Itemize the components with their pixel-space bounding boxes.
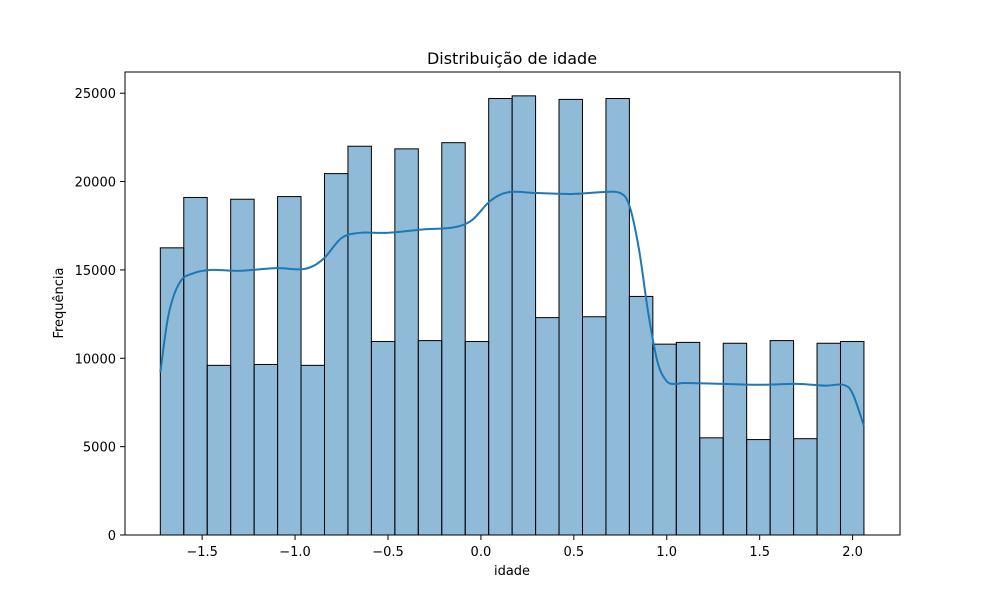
x-tick-label: 2.0: [842, 545, 863, 560]
y-tick-label: 5000: [83, 441, 116, 456]
histogram-bar: [394, 148, 419, 536]
histogram-bar: [839, 340, 865, 536]
x-axis-ticks: −1.5 −1.0 −0.5 0.0 0.5 1.0 1.5 2.0: [186, 535, 863, 560]
histogram-bar: [277, 196, 302, 536]
histogram-bar: [347, 145, 372, 536]
histogram-bar: [746, 439, 771, 536]
histogram-bar: [253, 363, 279, 536]
bars-group: [159, 95, 865, 536]
histogram-bar: [159, 247, 185, 536]
histogram-bar: [511, 95, 537, 536]
histogram-bar: [722, 342, 748, 536]
histogram-bar: [558, 98, 583, 536]
histogram-bar: [769, 340, 795, 536]
histogram-bar: [417, 340, 443, 536]
chart-title: Distribuição de idade: [427, 49, 597, 68]
histogram-bar: [183, 196, 208, 536]
x-tick-label: 0.5: [563, 545, 584, 560]
y-axis-label: Frequência: [52, 267, 67, 338]
histogram-bar: [370, 340, 396, 536]
y-tick-label: 20000: [75, 176, 116, 191]
histogram-bar: [441, 142, 466, 536]
histogram-bar: [699, 437, 724, 536]
y-tick-label: 25000: [75, 87, 116, 102]
histogram-bar: [535, 317, 560, 536]
x-axis-label: idade: [494, 564, 530, 579]
x-tick-label: −1.0: [279, 545, 311, 560]
plot-frame: [124, 71, 901, 536]
y-tick-label: 10000: [75, 352, 116, 367]
histogram-bar: [675, 341, 701, 536]
histogram-bar: [605, 98, 630, 536]
x-tick-label: −0.5: [372, 545, 404, 560]
histogram-bar: [300, 364, 325, 536]
histogram-bar: [206, 364, 232, 536]
histogram-bar: [230, 198, 255, 536]
histogram-bar: [793, 438, 818, 536]
y-tick-label: 15000: [75, 264, 116, 279]
x-tick-label: −1.5: [186, 545, 218, 560]
x-tick-label: 1.0: [656, 545, 677, 560]
histogram-bar: [488, 98, 513, 536]
histogram-bar: [816, 342, 841, 536]
histogram-bar: [628, 295, 654, 536]
x-tick-label: 0.0: [471, 545, 492, 560]
x-tick-label: 1.5: [749, 545, 770, 560]
kde-curve: [159, 190, 865, 426]
y-tick-label: 0: [108, 529, 116, 544]
histogram-bar: [323, 173, 349, 536]
y-axis-ticks: 0 5000 10000 15000 20000 25000: [75, 87, 125, 544]
histogram-bar: [464, 340, 490, 536]
histogram-bar: [581, 316, 607, 536]
histogram-bar: [652, 343, 677, 536]
